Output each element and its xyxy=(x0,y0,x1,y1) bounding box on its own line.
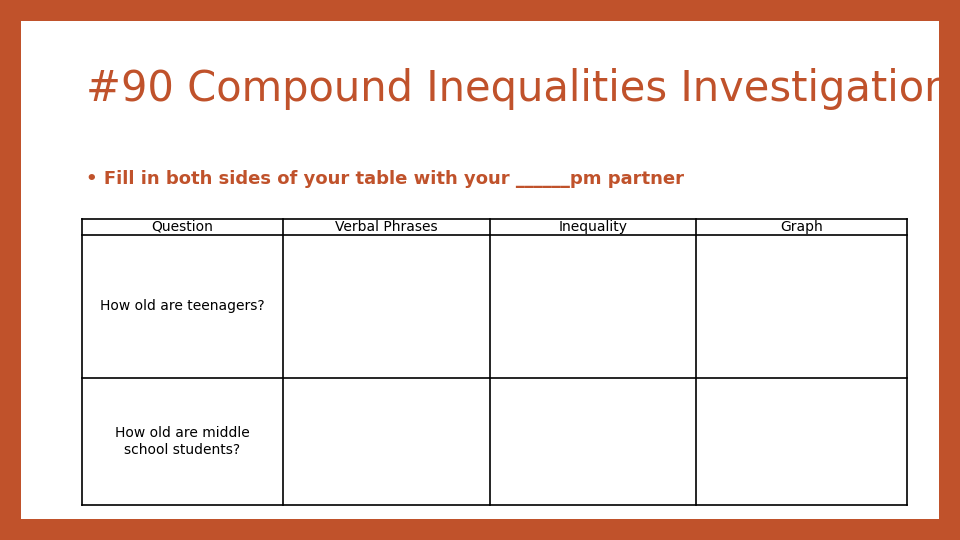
Text: #90 Compound Inequalities Investigation: #90 Compound Inequalities Investigation xyxy=(86,68,951,110)
Text: Verbal Phrases: Verbal Phrases xyxy=(335,220,438,234)
Text: How old are teenagers?: How old are teenagers? xyxy=(100,300,265,313)
Text: Question: Question xyxy=(152,220,213,234)
Text: • Fill in both sides of your table with your ______pm partner: • Fill in both sides of your table with … xyxy=(86,170,684,188)
Text: Inequality: Inequality xyxy=(559,220,627,234)
Text: How old are middle
school students?: How old are middle school students? xyxy=(115,427,250,456)
Text: Graph: Graph xyxy=(780,220,823,234)
